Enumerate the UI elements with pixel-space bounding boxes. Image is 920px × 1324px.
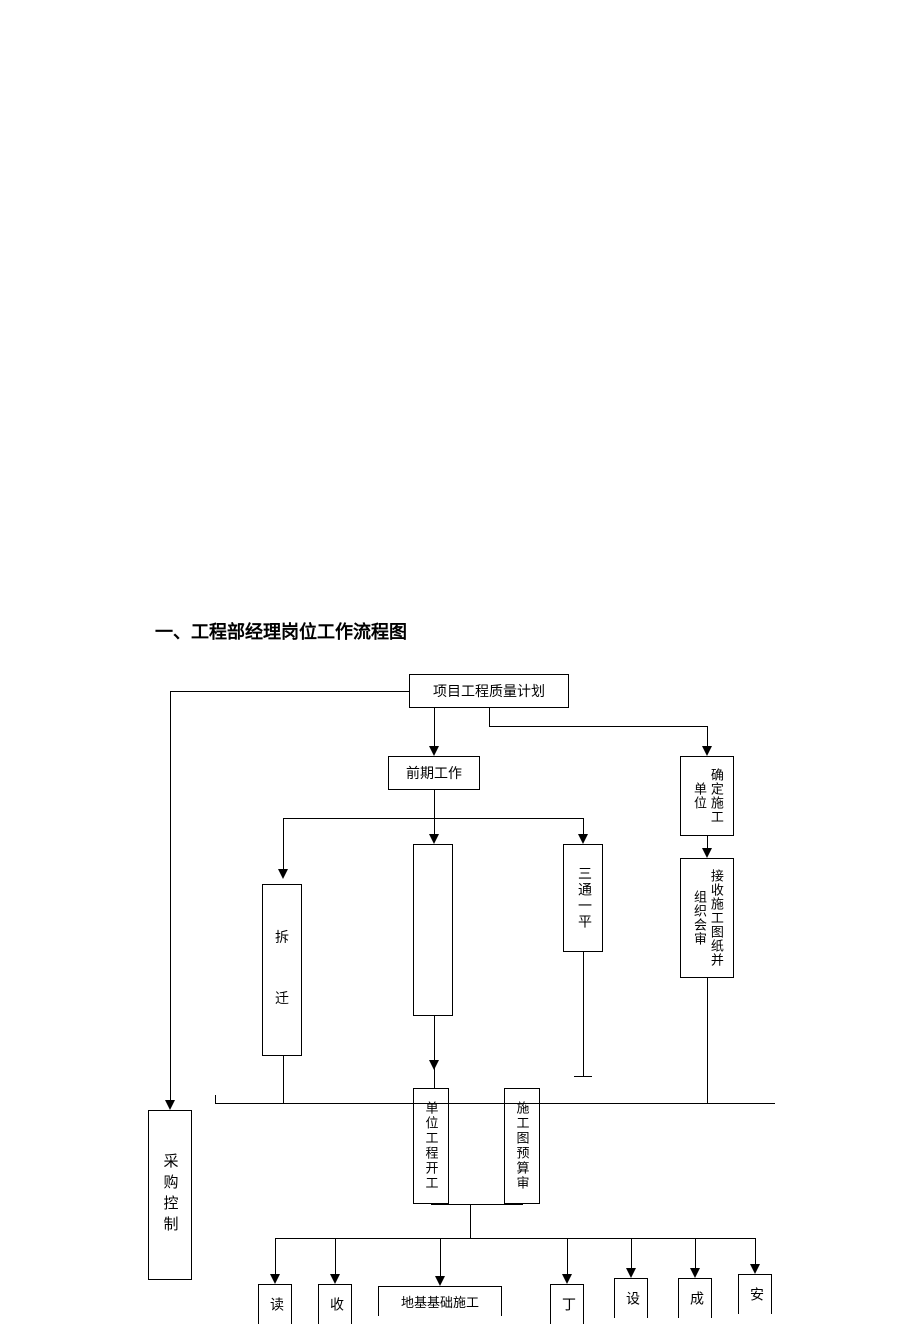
edge-plan-branch-h (489, 726, 707, 727)
edge-b1-drop (275, 1238, 276, 1274)
node-unitstart: 单位工程开工 (413, 1088, 449, 1204)
node-b7-label: 安 (745, 1287, 765, 1303)
arrow-b2 (330, 1274, 340, 1284)
diagram-title: 一、工程部经理岗位工作流程图 (155, 618, 407, 644)
arrow-confirm-receive (702, 848, 712, 858)
node-santong-label: 三通一平 (573, 866, 593, 930)
node-receive-label: 接收施工图纸并组织会审 (690, 865, 724, 971)
edge-hbar-santong (583, 818, 584, 834)
node-b2: 收 (318, 1284, 352, 1324)
node-b1-label: 读 (265, 1297, 285, 1313)
node-plan: 项目工程质量计划 (409, 674, 569, 708)
edge-blank1-down (434, 1016, 435, 1088)
edge-santong-down (583, 952, 584, 1076)
edge-b3-drop (440, 1238, 441, 1276)
edge-b7-drop (755, 1238, 756, 1264)
edge-hbar-demolish (283, 818, 284, 869)
node-b3: 地基基础施工 (378, 1286, 502, 1316)
node-purchase: 采购控制 (148, 1110, 192, 1280)
edge-ub-down (470, 1204, 471, 1238)
edge-prework-hbar (283, 818, 583, 819)
arrow-b6 (690, 1268, 700, 1278)
node-santong: 三通一平 (563, 844, 603, 952)
arrow-b7 (750, 1264, 760, 1274)
edge-hbar2 (215, 1103, 775, 1104)
arrow-hbar-demolish (278, 869, 288, 879)
arrow-hbar-blank1 (429, 834, 439, 844)
edge-hbar3 (275, 1238, 755, 1239)
node-purchase-label: 采购控制 (160, 1153, 181, 1237)
node-prework: 前期工作 (388, 756, 480, 790)
edge-plan-prework (434, 708, 435, 746)
edge-b6-drop (695, 1238, 696, 1268)
node-budget-label: 施工图预算审 (513, 1101, 532, 1191)
arrow-b3 (435, 1276, 445, 1286)
edge-plan-confirm-drop (707, 726, 708, 746)
edge-partial-near-santong (574, 1076, 592, 1077)
edge-receive-down (707, 978, 708, 1103)
edge-confirm-receive (707, 836, 708, 848)
node-b1: 读 (258, 1284, 292, 1324)
edge-b5-drop (631, 1238, 632, 1268)
node-b5-label: 设 (621, 1291, 641, 1307)
edge-b4-drop (567, 1238, 568, 1274)
edge-hbar2-ltick (215, 1095, 216, 1103)
node-b4: 丁 (550, 1284, 584, 1324)
node-confirm: 确定施工单位 (680, 756, 734, 836)
arrow-b1 (270, 1274, 280, 1284)
node-demolish: 拆 迁 (262, 884, 302, 1056)
edge-plan-branch-down (489, 708, 490, 726)
node-b5: 设 (614, 1278, 648, 1318)
node-prework-label: 前期工作 (406, 763, 462, 783)
arrow-unitstart (429, 1060, 439, 1070)
node-b7: 安 (738, 1274, 772, 1314)
arrow-b4 (562, 1274, 572, 1284)
node-budget: 施工图预算审 (504, 1088, 540, 1204)
edge-merge-ub (431, 1204, 523, 1205)
edge-prework-down (434, 790, 435, 818)
node-confirm-label: 确定施工单位 (690, 763, 724, 829)
node-b4-label: 丁 (557, 1297, 577, 1313)
edge-hbar-blank1 (434, 818, 435, 834)
node-blank1 (413, 844, 453, 1016)
node-receive: 接收施工图纸并组织会审 (680, 858, 734, 978)
arrow-hbar-santong (578, 834, 588, 844)
arrow-plan-prework (429, 746, 439, 756)
node-b6-label: 成 (685, 1291, 705, 1307)
node-b2-label: 收 (325, 1297, 345, 1313)
node-plan-label: 项目工程质量计划 (433, 681, 545, 701)
edge-demolish-down (283, 1056, 284, 1103)
edge-b2-drop (335, 1238, 336, 1274)
arrow-plan-purchase (165, 1100, 175, 1110)
arrow-plan-confirm (702, 746, 712, 756)
edge-plan-purchase-drop (170, 691, 171, 1100)
node-unitstart-label: 单位工程开工 (422, 1101, 441, 1191)
edge-plan-left-h (170, 691, 409, 692)
node-demolish-label: 拆 迁 (275, 924, 289, 1016)
arrow-b5 (626, 1268, 636, 1278)
node-b6: 成 (678, 1278, 712, 1318)
